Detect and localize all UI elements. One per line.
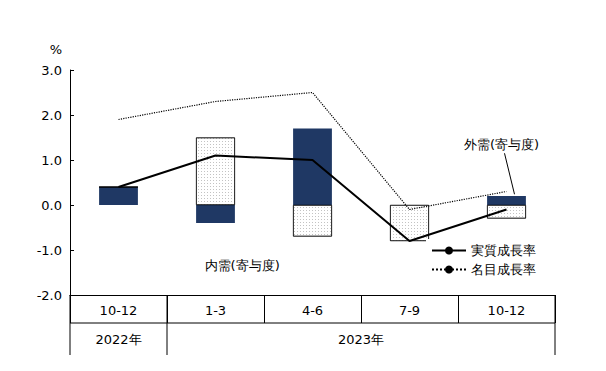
svg-text:1.0: 1.0 [41,153,62,168]
svg-text:10-12: 10-12 [488,303,526,318]
svg-text:10-12: 10-12 [100,303,138,318]
svg-text:3.0: 3.0 [41,63,62,78]
svg-text:2022年: 2022年 [95,332,141,347]
svg-text:内需(寄与度): 内需(寄与度) [205,258,280,273]
svg-text:実質成長率: 実質成長率 [471,243,536,258]
svg-text:外需(寄与度): 外需(寄与度) [464,137,539,152]
svg-text:4-6: 4-6 [302,303,323,318]
svg-text:2.0: 2.0 [41,108,62,123]
svg-text:名目成長率: 名目成長率 [471,262,536,277]
svg-text:2023年: 2023年 [338,332,384,347]
svg-text:-1.0: -1.0 [37,243,62,258]
svg-text:0.0: 0.0 [41,198,62,213]
svg-text:-2.0: -2.0 [37,288,62,303]
svg-text:1-3: 1-3 [205,303,226,318]
svg-text:%: % [50,42,62,57]
svg-text:7-9: 7-9 [399,303,420,318]
